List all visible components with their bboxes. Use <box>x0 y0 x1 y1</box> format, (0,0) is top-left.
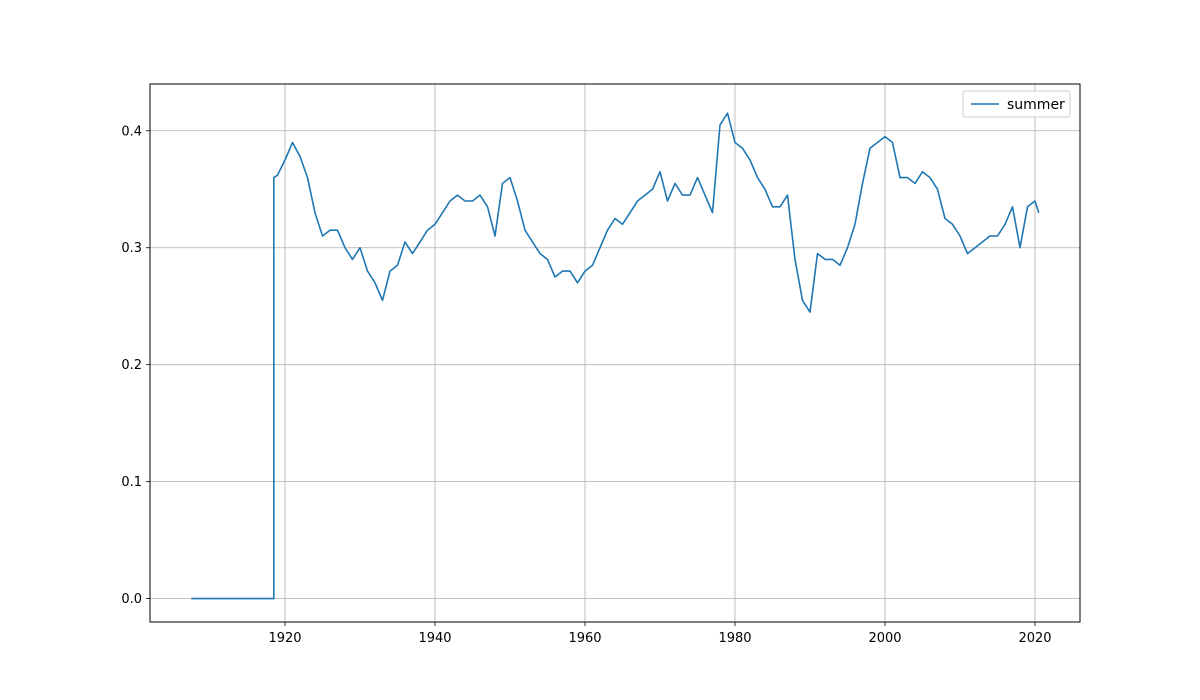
x-tick-label: 1980 <box>718 631 751 646</box>
x-tick-label: 2000 <box>868 631 901 646</box>
axis-ticks: 1920 1940 1960 1980 2000 2020 0.0 0.1 0.2 0.3 0.4 <box>121 124 1051 646</box>
y-tick-label: 0.4 <box>121 124 142 139</box>
x-tick-label: 1960 <box>568 631 601 646</box>
plot-frame <box>149 83 1081 623</box>
y-tick-label: 0.3 <box>121 241 142 256</box>
series-layer <box>191 112 1040 600</box>
x-tick-label: 1920 <box>268 631 301 646</box>
legend-box <box>962 90 1071 118</box>
legend: summer <box>962 90 1071 118</box>
y-tick-label: 0.2 <box>121 358 142 373</box>
series-line-summer <box>191 112 1040 600</box>
legend-label: summer <box>1007 97 1065 113</box>
x-tick-label: 1940 <box>418 631 451 646</box>
x-tick-label: 2020 <box>1018 631 1051 646</box>
grid <box>150 84 1080 622</box>
y-tick-label: 0.1 <box>121 475 142 490</box>
y-tick-label: 0.0 <box>121 592 142 607</box>
